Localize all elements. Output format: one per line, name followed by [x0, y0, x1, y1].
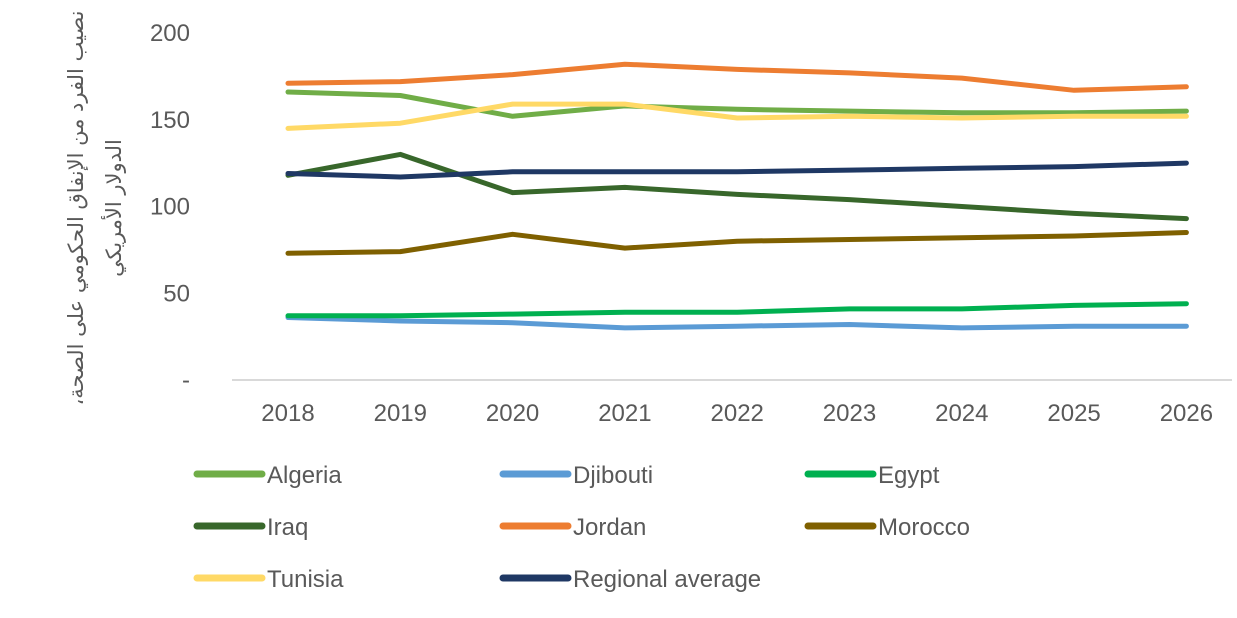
legend-label: Regional average	[573, 566, 761, 593]
x-tick-label: 2024	[935, 400, 988, 427]
legend-item-algeria: Algeria	[193, 462, 342, 489]
y-tick-label: -	[182, 367, 190, 394]
series-line-jordan	[285, 61, 1189, 93]
legend-item-tunisia: Tunisia	[193, 566, 344, 593]
legend-label: Algeria	[267, 462, 342, 489]
series-line-iraq	[285, 151, 1189, 222]
legend-item-regional-average: Regional average	[499, 566, 761, 593]
x-tick-label: 2023	[823, 400, 876, 427]
y-tick-label: 50	[163, 280, 190, 307]
series-line-algeria	[285, 89, 1189, 119]
series-line-egypt	[285, 301, 1189, 319]
legend: Algeria Djibouti Egypt Iraq Jordan Morocco Tun…	[193, 462, 970, 593]
x-tick-labels: 2018 2019 2020 2021 2022 2023 2024 2025 2026	[261, 400, 1213, 427]
y-axis-label: نصيب الفرد من الإنفاق الحكومي على الصحة،…	[64, 10, 126, 406]
x-tick-label: 2026	[1160, 400, 1213, 427]
legend-item-djibouti: Djibouti	[499, 462, 653, 489]
x-tick-label: 2020	[486, 400, 539, 427]
legend-label: Iraq	[267, 514, 308, 541]
legend-item-morocco: Morocco	[804, 514, 970, 541]
x-tick-label: 2018	[261, 400, 314, 427]
series-line-morocco	[285, 230, 1189, 256]
x-tick-label: 2025	[1047, 400, 1100, 427]
legend-label: Tunisia	[267, 566, 344, 593]
legend-item-iraq: Iraq	[193, 514, 308, 541]
y-tick-label: 200	[150, 20, 190, 47]
x-tick-label: 2022	[711, 400, 764, 427]
x-tick-label: 2019	[374, 400, 427, 427]
series-line-tunisia	[285, 101, 1189, 131]
series-line-djibouti	[285, 315, 1189, 331]
legend-label: Egypt	[878, 462, 940, 489]
legend-item-egypt: Egypt	[804, 462, 940, 489]
legend-label: Morocco	[878, 514, 970, 541]
legend-label: Jordan	[573, 514, 646, 541]
series-lines	[285, 61, 1189, 331]
legend-item-jordan: Jordan	[499, 514, 646, 541]
x-tick-label: 2021	[598, 400, 651, 427]
legend-label: Djibouti	[573, 462, 653, 489]
series-line-regional-average	[285, 160, 1189, 180]
y-tick-label: 100	[150, 194, 190, 221]
y-tick-labels: - 50 100 150 200	[150, 20, 190, 394]
y-tick-label: 150	[150, 107, 190, 134]
